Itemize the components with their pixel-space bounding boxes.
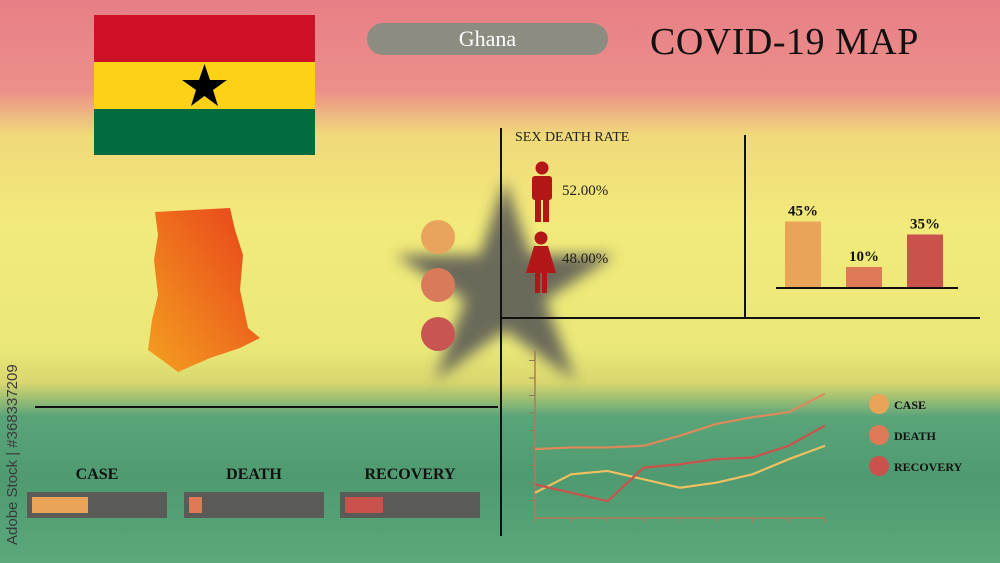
- female-rate: 48.00%: [562, 251, 609, 267]
- legend-recovery: RECOVERY: [894, 460, 963, 474]
- bar-label: 10%: [849, 249, 879, 265]
- line-case: [534, 444, 826, 494]
- ghana-map: [148, 208, 260, 372]
- divider: [501, 317, 980, 319]
- bar-chart: 45% 10% 35%: [776, 204, 958, 289]
- bar-case: [785, 221, 821, 288]
- legend-case-dot: [869, 394, 889, 414]
- legend-death-dot: [869, 425, 889, 445]
- sex-death-rate-title: SEX DEATH RATE: [515, 130, 630, 145]
- background-star: [395, 180, 615, 380]
- bar-death: [846, 267, 882, 288]
- ghana-flag: [94, 15, 315, 155]
- legend-death: DEATH: [894, 429, 936, 443]
- watermark: Adobe Stock | #368337209: [4, 364, 21, 545]
- bar-label: 45%: [788, 204, 818, 220]
- male-rate: 52.00%: [562, 183, 609, 199]
- divider: [500, 128, 502, 536]
- bar-recovery: [907, 234, 943, 288]
- bar-label: 35%: [910, 217, 940, 233]
- divider: [35, 406, 498, 408]
- case-progress-fill: [32, 497, 88, 513]
- divider: [744, 135, 746, 318]
- death-label: DEATH: [226, 466, 282, 483]
- bar-baseline: [776, 287, 958, 289]
- case-label: CASE: [75, 466, 119, 483]
- recovery-progress-fill: [345, 497, 383, 513]
- line-death: [534, 392, 826, 451]
- legend-case: CASE: [894, 398, 927, 412]
- death-circle: [421, 268, 455, 302]
- death-progress-fill: [189, 497, 202, 513]
- male-icon: [532, 161, 552, 222]
- country-label: Ghana: [367, 23, 608, 55]
- recovery-progress: [340, 492, 480, 518]
- recovery-circle: [421, 317, 455, 351]
- case-circle: [421, 220, 455, 254]
- line-recovery: [534, 424, 826, 503]
- female-icon: [526, 231, 556, 293]
- page-title: COVID-19 MAP: [650, 21, 919, 63]
- recovery-label: RECOVERY: [364, 466, 456, 483]
- case-progress: [27, 492, 167, 518]
- line-chart: [529, 350, 826, 523]
- legend-recovery-dot: [869, 456, 889, 476]
- death-progress: [184, 492, 324, 518]
